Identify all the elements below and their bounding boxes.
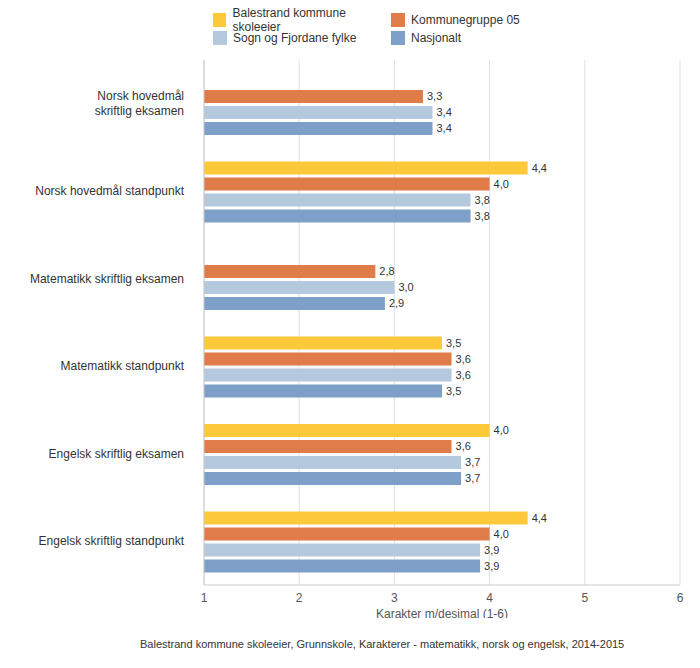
- svg-text:6: 6: [677, 591, 684, 605]
- svg-text:4,0: 4,0: [494, 178, 509, 190]
- svg-text:4,0: 4,0: [494, 528, 509, 540]
- svg-text:3,5: 3,5: [446, 337, 461, 349]
- svg-text:2: 2: [296, 591, 303, 605]
- svg-text:3,6: 3,6: [456, 369, 471, 381]
- svg-text:3,4: 3,4: [436, 122, 451, 134]
- svg-text:3,7: 3,7: [465, 456, 480, 468]
- svg-text:2,9: 2,9: [389, 297, 404, 309]
- svg-text:4,0: 4,0: [494, 424, 509, 436]
- svg-text:3,9: 3,9: [484, 544, 499, 556]
- html-text:Balestrand kommune skoleeier,: Balestrand kommune skoleeier, Grunnskole…: [140, 638, 625, 650]
- svg-text:2,8: 2,8: [379, 265, 394, 277]
- html-text:Sogn og Fjordane fylke: Sogn og Fjordane fylke: [233, 31, 357, 45]
- svg-text:3,7: 3,7: [465, 472, 480, 484]
- svg-text:4: 4: [486, 591, 493, 605]
- svg-text:3: 3: [391, 591, 398, 605]
- svg-text:3,5: 3,5: [446, 385, 461, 397]
- svg-text:Engelsk skriftlig standpunkt: Engelsk skriftlig standpunkt: [39, 534, 185, 548]
- svg-text:1: 1: [201, 591, 208, 605]
- svg-text:Engelsk skriftlig eksamen: Engelsk skriftlig eksamen: [49, 447, 184, 461]
- svg-text:3,6: 3,6: [456, 353, 471, 365]
- html-text:Kommunegruppe 05: Kommunegruppe 05: [411, 13, 520, 27]
- svg-text:Matematikk skriftlig eksamen: Matematikk skriftlig eksamen: [30, 272, 184, 286]
- svg-text:3,4: 3,4: [436, 106, 451, 118]
- svg-text:3,8: 3,8: [475, 194, 490, 206]
- svg-text:Norsk hovedmål standpunkt: Norsk hovedmål standpunkt: [35, 184, 184, 198]
- svg-text:Karakter m/desimal (1-6): Karakter m/desimal (1-6): [376, 607, 508, 618]
- svg-text:5: 5: [581, 591, 588, 605]
- svg-text:3,3: 3,3: [427, 90, 442, 102]
- svg-text:3,8: 3,8: [475, 210, 490, 222]
- svg-text:Matematikk standpunkt: Matematikk standpunkt: [61, 359, 185, 373]
- html-text:Balestrand kommune skoleeier: Balestrand kommune skoleeier: [232, 6, 346, 34]
- svg-text:Norsk hovedmålskriftlig eksame: Norsk hovedmålskriftlig eksamen: [95, 89, 184, 118]
- svg-text:4,4: 4,4: [532, 512, 547, 524]
- html-text:Nasjonalt: Nasjonalt: [411, 31, 461, 45]
- svg-text:3,0: 3,0: [398, 281, 413, 293]
- svg-text:3,9: 3,9: [484, 560, 499, 572]
- svg-text:3,6: 3,6: [456, 440, 471, 452]
- svg-text:4,4: 4,4: [532, 162, 547, 174]
